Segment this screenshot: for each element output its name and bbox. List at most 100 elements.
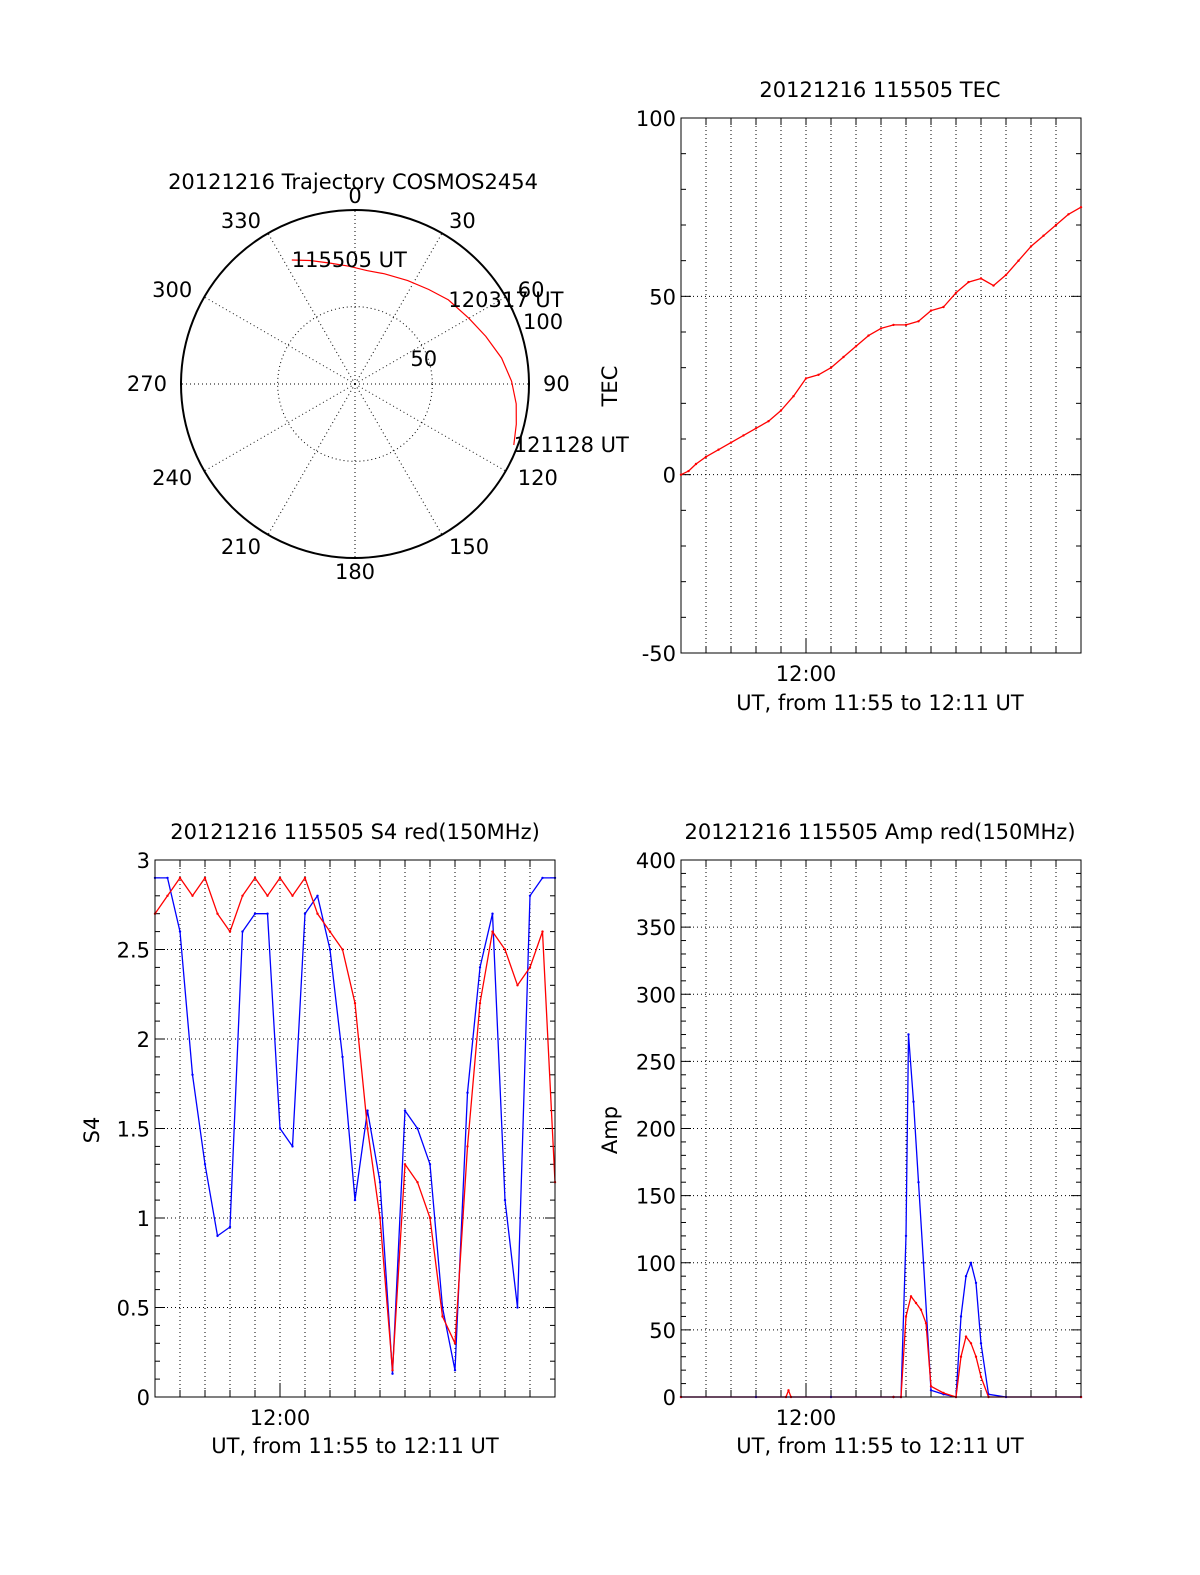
data-point-red <box>378 1216 382 1220</box>
data-point-blue <box>959 1315 963 1318</box>
s4-plot-frame <box>154 859 556 1398</box>
data-point-red <box>842 355 845 359</box>
data-point-blue <box>528 894 532 897</box>
data-point-red <box>694 462 698 466</box>
data-point-red <box>729 441 733 444</box>
amp-x-tick-labels: 12:00 <box>776 1406 837 1430</box>
y-tick-label: 0 <box>663 464 676 488</box>
data-point-red <box>328 930 332 933</box>
data-point-blue <box>974 1281 978 1285</box>
data-point-red <box>817 373 820 376</box>
s4-xlabel: UT, from 11:55 to 12:11 UT <box>211 1434 499 1458</box>
data-point-red <box>1029 245 1033 248</box>
data-point-red <box>278 876 282 880</box>
data-point-red <box>1067 213 1070 216</box>
amp-grid <box>681 859 1081 1398</box>
data-point-red <box>942 305 945 309</box>
data-point-blue <box>503 1198 507 1202</box>
data-point-red <box>416 1181 419 1184</box>
y-tick-label: 0.5 <box>117 1297 150 1321</box>
y-tick-label: 50 <box>649 285 676 309</box>
data-point-red <box>942 1391 945 1395</box>
data-point-blue <box>403 1109 407 1112</box>
azimuth-label-150: 150 <box>449 535 489 559</box>
y-tick-label: 2.5 <box>117 939 150 963</box>
data-point-blue <box>341 1055 344 1059</box>
data-point-red <box>353 1002 357 1005</box>
data-point-red <box>178 876 182 880</box>
y-tick-label: 1.5 <box>117 1118 150 1142</box>
polar-spoke-240 <box>204 383 356 472</box>
data-point-blue <box>391 1372 394 1375</box>
data-point-blue <box>478 966 482 969</box>
trajectory-time-label-1: 120317 UT <box>448 288 563 312</box>
data-point-blue <box>266 912 269 915</box>
polar-ring-50 <box>277 306 433 462</box>
y-tick-label: 100 <box>636 1252 676 1276</box>
amp-xlabel: UT, from 11:55 to 12:11 UT <box>736 1434 1024 1458</box>
data-point-red <box>909 1295 913 1298</box>
data-point-red <box>303 876 307 880</box>
data-point-red <box>541 930 544 933</box>
azimuth-label-330: 330 <box>221 209 261 233</box>
amp-title: 20121216 115505 Amp red(150MHz) <box>684 820 1075 844</box>
y-tick-label: 250 <box>636 1050 676 1074</box>
trajectory-series <box>291 259 517 446</box>
data-point-blue <box>416 1127 419 1130</box>
y-tick-label: 400 <box>636 849 676 873</box>
data-point-red <box>979 1375 983 1379</box>
polar-azimuth-labels: 0 30 60 90 120 150 180 210 240 270 300 330 <box>127 184 570 584</box>
y-tick-label: 3 <box>137 849 150 873</box>
y-tick-label: 2 <box>137 1028 150 1052</box>
polar-spoke-330 <box>267 233 356 385</box>
series-line-red <box>680 206 1082 476</box>
data-point-red <box>992 284 995 287</box>
data-point-blue <box>964 1275 968 1278</box>
data-point-blue <box>922 1261 925 1265</box>
data-point-blue <box>912 1100 915 1103</box>
data-point-blue <box>378 1181 382 1184</box>
data-point-blue <box>904 1234 908 1238</box>
polar-spoke-30 <box>354 233 443 385</box>
tec-title: 20121216 115505 TEC <box>759 78 1000 102</box>
data-point-red <box>979 277 983 280</box>
tec-x-tick-labels: 12:00 <box>776 662 837 686</box>
data-point-blue <box>241 930 244 933</box>
y-tick-label: -50 <box>642 642 676 666</box>
azimuth-label-180: 180 <box>335 560 375 584</box>
data-point-blue <box>466 1091 469 1094</box>
data-point-red <box>924 1322 928 1325</box>
data-point-red <box>1042 234 1045 237</box>
data-point-blue <box>278 1127 282 1130</box>
s4-series <box>153 876 557 1375</box>
data-point-blue <box>253 912 257 915</box>
data-point-red <box>742 434 745 437</box>
data-point-red <box>166 894 169 897</box>
trajectory-time-label-2: 121128 UT <box>514 433 629 457</box>
data-point-blue <box>316 894 319 897</box>
data-point-red <box>967 280 970 284</box>
data-point-red <box>366 1127 369 1130</box>
polar-spoke-120 <box>354 383 506 472</box>
y-tick-label: 350 <box>636 916 676 940</box>
data-point-blue <box>303 912 307 915</box>
data-point-red <box>428 1216 432 1220</box>
data-point-red <box>929 309 933 312</box>
y-tick-label: 1 <box>137 1207 150 1231</box>
data-point-red <box>316 912 319 915</box>
data-point-red <box>754 427 758 430</box>
data-point-red <box>717 448 720 451</box>
s4-x-tick-labels: 12:00 <box>250 1406 311 1430</box>
data-point-red <box>969 1342 973 1345</box>
data-point-blue <box>969 1261 973 1265</box>
data-point-red <box>266 894 269 897</box>
azimuth-label-90: 90 <box>543 372 570 396</box>
y-tick-label: 150 <box>636 1185 676 1209</box>
tec-y-tick-labels: -50 0 50 100 <box>636 107 676 666</box>
trajectory-line-0 <box>291 259 517 446</box>
data-point-blue <box>541 876 544 880</box>
azimuth-label-30: 30 <box>449 209 476 233</box>
data-point-red <box>879 327 883 330</box>
data-point-red <box>704 455 708 458</box>
azimuth-label-300: 300 <box>152 278 192 302</box>
